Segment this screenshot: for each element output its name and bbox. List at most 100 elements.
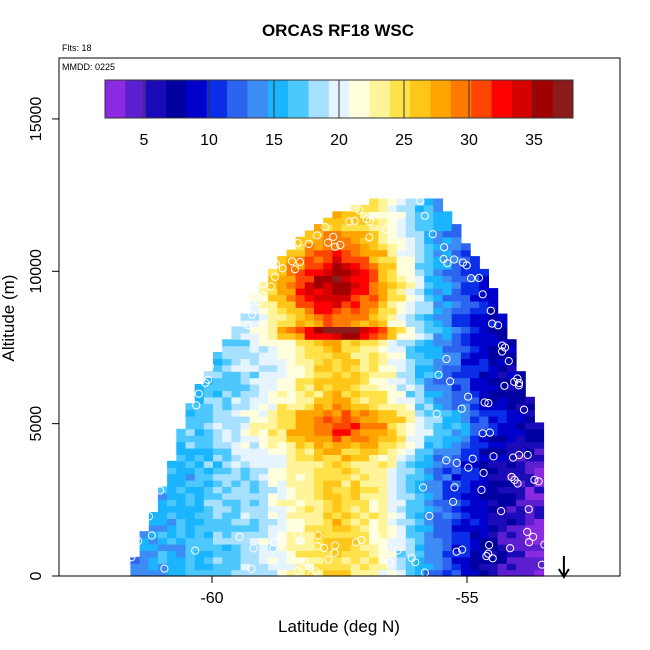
heatmap-cell	[323, 550, 333, 558]
heatmap-cell	[497, 422, 508, 430]
heatmap-cell	[470, 403, 480, 411]
heatmap-cell	[268, 294, 278, 302]
heatmap-cell	[525, 409, 535, 417]
heatmap-cell	[304, 416, 315, 423]
heatmap-cell	[185, 428, 196, 436]
heatmap-cell	[516, 524, 526, 532]
heatmap-cell	[268, 492, 278, 500]
heatmap-cell	[497, 563, 508, 571]
heatmap-cell	[378, 313, 389, 321]
heatmap-cell	[231, 499, 242, 507]
heatmap-cell	[396, 556, 407, 564]
heatmap-cell	[359, 377, 370, 385]
heatmap-cell	[442, 364, 453, 372]
heatmap-cell	[295, 550, 306, 558]
heatmap-cell	[295, 396, 306, 404]
heatmap-cell	[433, 524, 444, 532]
heatmap-cell	[460, 544, 471, 551]
heatmap-cell	[176, 512, 187, 519]
heatmap-cell	[222, 569, 232, 577]
heatmap-cell	[451, 492, 462, 500]
heatmap-cell	[424, 518, 434, 526]
heatmap-cell	[378, 486, 389, 494]
heatmap-cell	[222, 403, 232, 411]
heatmap-cell	[442, 486, 453, 494]
heatmap-cell	[534, 492, 545, 500]
heatmap-cell	[359, 384, 370, 391]
heatmap-cell	[405, 236, 416, 244]
heatmap-cell	[314, 518, 324, 526]
heatmap-cell	[359, 294, 370, 302]
heatmap-cell	[314, 396, 324, 404]
heatmap-cell	[396, 492, 407, 500]
heatmap-cell	[525, 467, 535, 475]
observation-point	[546, 559, 555, 569]
observation-point	[307, 570, 316, 579]
heatmap-cell	[378, 531, 389, 539]
heatmap-cell	[268, 320, 278, 327]
observation-point	[564, 499, 573, 508]
observation-point	[515, 450, 524, 460]
heatmap-cell	[167, 486, 177, 494]
heatmap-cell	[249, 499, 260, 507]
heatmap-cell	[424, 409, 434, 417]
heatmap-cell	[369, 198, 379, 206]
heatmap-cell	[460, 249, 471, 257]
heatmap-cell	[479, 556, 489, 564]
heatmap-cell	[222, 544, 232, 551]
heatmap-cell	[139, 544, 150, 551]
heatmap-cell	[213, 524, 223, 532]
heatmap-cell	[506, 480, 517, 487]
heatmap-cell	[378, 409, 389, 417]
heatmap-cell	[341, 416, 352, 423]
heatmap-cell	[240, 480, 251, 487]
observation-point	[278, 264, 287, 273]
heatmap-cell	[277, 531, 288, 539]
heatmap-cell	[387, 473, 398, 481]
heatmap-cell	[295, 403, 306, 411]
heatmap-cell	[268, 467, 278, 475]
heatmap-cell	[525, 499, 535, 507]
heatmap-cell	[506, 454, 517, 462]
heatmap-cell	[497, 492, 508, 500]
heatmap-cell	[359, 320, 370, 327]
heatmap-cell	[286, 569, 297, 577]
heatmap-cell	[332, 486, 343, 494]
observation-point	[525, 538, 534, 547]
heatmap-cell	[415, 467, 425, 475]
heatmap-cell	[323, 486, 333, 494]
heatmap-cell	[341, 428, 352, 436]
heatmap-cell	[488, 313, 499, 321]
heatmap-cell	[433, 428, 444, 436]
heatmap-cell	[268, 339, 278, 347]
heatmap-cell	[213, 480, 223, 487]
heatmap-cell	[470, 390, 480, 398]
heatmap-cell	[323, 371, 333, 379]
heatmap-cell	[479, 358, 489, 366]
heatmap-cell	[506, 518, 517, 526]
heatmap-cell	[295, 486, 306, 494]
heatmap-cell	[157, 544, 168, 551]
heatmap-cell	[378, 275, 389, 283]
y-tick-label: 10000	[28, 249, 45, 294]
heatmap-cell	[405, 281, 416, 289]
heatmap-cell	[506, 460, 517, 468]
heatmap-cell	[148, 512, 159, 519]
heatmap-cell	[387, 358, 398, 366]
heatmap-cell	[405, 307, 416, 315]
heatmap-cell	[415, 224, 425, 232]
heatmap-cell	[424, 275, 434, 283]
heatmap-cell	[304, 243, 315, 251]
heatmap-cell	[277, 460, 288, 468]
heatmap-cell	[415, 473, 425, 481]
observation-point	[393, 546, 402, 555]
heatmap-cell	[442, 396, 453, 404]
y-tick-label: 5000	[28, 406, 45, 442]
heatmap-cell	[516, 486, 526, 494]
heatmap-cell	[424, 473, 434, 481]
heatmap-cell	[332, 569, 343, 577]
heatmap-cell	[341, 460, 352, 468]
heatmap-cell	[387, 236, 398, 244]
heatmap-cell	[470, 550, 480, 558]
heatmap-cell	[258, 326, 269, 334]
